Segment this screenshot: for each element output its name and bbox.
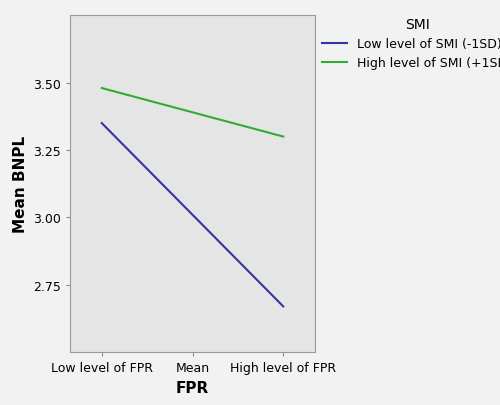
X-axis label: FPR: FPR bbox=[176, 380, 209, 395]
Legend: Low level of SMI (-1SD), High level of SMI (+1SD): Low level of SMI (-1SD), High level of S… bbox=[318, 13, 500, 75]
Y-axis label: Mean BNPL: Mean BNPL bbox=[12, 136, 28, 233]
